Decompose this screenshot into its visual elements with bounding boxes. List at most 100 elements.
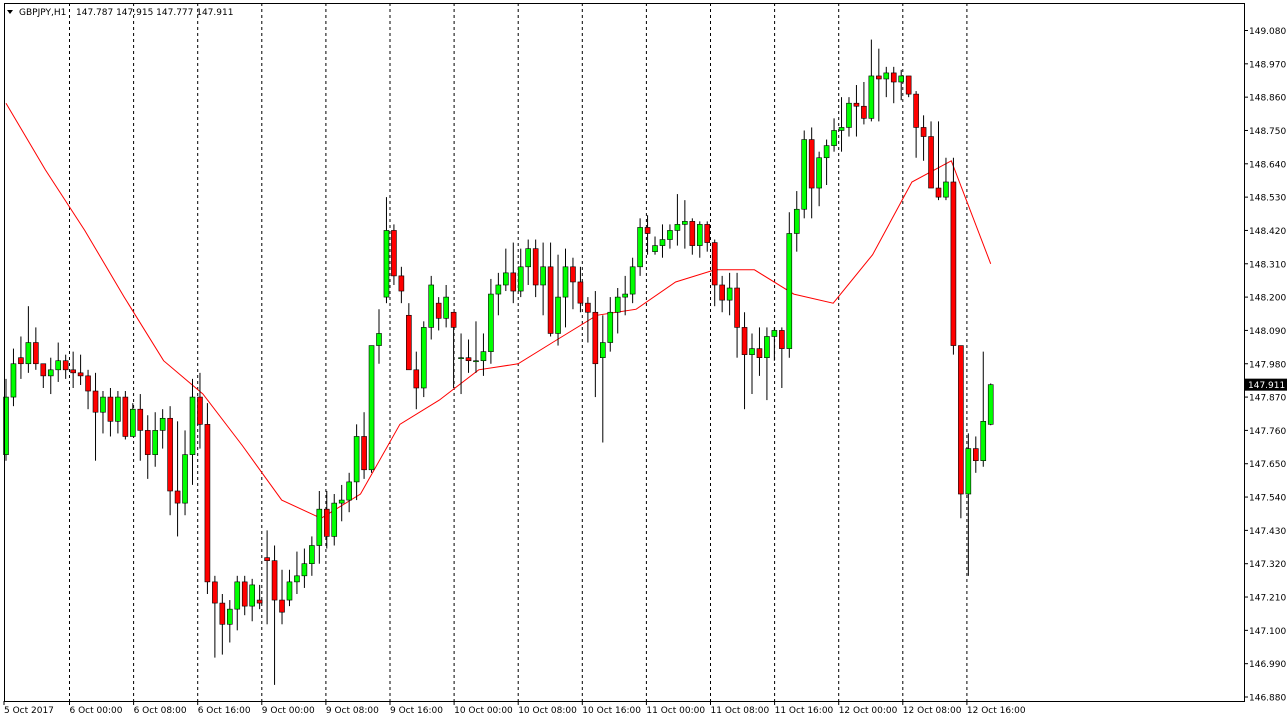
candle-up <box>607 311 614 343</box>
symbol-dropdown-icon[interactable] <box>7 10 13 14</box>
candle-down <box>62 360 69 371</box>
candle-up <box>309 545 315 564</box>
candle-up <box>47 369 54 377</box>
candle-down <box>435 302 442 319</box>
candle-down <box>398 275 405 292</box>
candle-down <box>958 345 964 495</box>
candle-down <box>704 224 711 243</box>
candle-down <box>510 272 517 292</box>
candle-up <box>764 336 770 358</box>
candle-up <box>674 224 681 231</box>
y-tick-label: 147.650 <box>1249 460 1286 470</box>
candle-down <box>890 72 897 83</box>
candle-down <box>808 139 815 189</box>
ma-polyline <box>5 102 992 519</box>
candle-up <box>987 384 994 425</box>
y-tick-label: 148.200 <box>1249 294 1286 304</box>
y-tick-label: 148.530 <box>1249 194 1286 204</box>
candle-down <box>219 602 226 625</box>
candle-down <box>279 599 285 613</box>
candle-up <box>823 145 830 159</box>
candle-up <box>227 608 233 625</box>
candle-up <box>555 296 561 334</box>
price-axis[interactable]: 149.080 148.970 148.860 148.750 148.640 148.5… <box>1244 27 1287 704</box>
candle-up <box>659 239 666 246</box>
candle-up <box>316 508 323 546</box>
candle-down <box>450 311 457 328</box>
x-tick-label: 9 Oct 16:00 <box>390 706 443 716</box>
chart-header: GBPJPY,H1 147.787 147.915 147.777 147.91… <box>7 8 233 18</box>
candle-down <box>532 248 539 286</box>
candle-down <box>197 396 203 425</box>
candle-down <box>928 136 934 189</box>
x-tick-label: 11 Oct 00:00 <box>646 706 705 716</box>
y-tick-label: 148.420 <box>1249 227 1286 237</box>
y-tick-label: 146.880 <box>1249 694 1286 704</box>
candle-up <box>614 296 621 313</box>
candle-down <box>413 369 420 389</box>
candle-down <box>85 375 91 392</box>
current-price-label: 147.911 <box>1248 381 1285 391</box>
x-tick-label: 9 Oct 00:00 <box>262 706 315 716</box>
candle-down <box>18 357 24 365</box>
candle-down <box>256 599 263 604</box>
y-tick-label: 146.990 <box>1249 660 1286 670</box>
y-tick-label: 147.430 <box>1249 527 1286 537</box>
candle-up <box>980 421 987 461</box>
candle-up <box>488 293 494 352</box>
candle-up <box>943 181 949 198</box>
candle-up <box>331 502 338 537</box>
candle-down <box>264 557 270 561</box>
candle-down <box>920 127 927 137</box>
candle-up <box>189 396 196 455</box>
candle-up <box>846 102 852 128</box>
candle-down <box>644 227 651 234</box>
candle-down <box>689 221 696 246</box>
candle-down <box>70 369 76 374</box>
y-tick-label: 147.760 <box>1249 427 1286 437</box>
plot-border <box>4 3 1245 702</box>
candle-down <box>853 102 860 107</box>
moving-average-line <box>5 102 992 519</box>
candle-down <box>271 560 278 601</box>
y-tick-label: 147.870 <box>1249 394 1286 404</box>
candle-up <box>786 233 793 349</box>
candle-down <box>391 230 397 277</box>
candle-up <box>682 221 688 225</box>
x-tick-label: 11 Oct 16:00 <box>775 706 834 716</box>
candle-up <box>130 408 136 437</box>
candle-up <box>629 266 636 295</box>
candle-up <box>562 266 569 298</box>
x-tick-label: 11 Oct 08:00 <box>711 706 770 716</box>
candle-up <box>55 360 62 371</box>
y-tick-label: 148.970 <box>1249 60 1286 70</box>
candle-down <box>861 105 867 119</box>
candle-up <box>898 75 905 83</box>
candle-up <box>838 127 845 131</box>
candle-up <box>495 284 502 295</box>
candle-up <box>234 581 241 610</box>
candle-down <box>323 508 330 537</box>
x-tick-label: 10 Oct 00:00 <box>454 706 513 716</box>
x-tick-label: 9 Oct 08:00 <box>326 706 379 716</box>
candle-up <box>517 266 524 292</box>
candle-up <box>376 333 382 346</box>
ohlc-readout: 147.787 147.915 147.777 147.911 <box>76 8 233 18</box>
candle-up <box>652 245 658 252</box>
candle-down <box>547 266 554 334</box>
candle-up <box>294 575 300 583</box>
candle-up <box>458 357 464 359</box>
candle-down <box>577 281 584 304</box>
x-tick-label: 10 Oct 08:00 <box>518 706 577 716</box>
candle-up <box>540 266 546 286</box>
time-axis[interactable]: 5 Oct 2017 6 Oct 00:00 6 Oct 08:00 6 Oct 16… <box>3 701 1026 716</box>
candle-up <box>159 417 166 431</box>
candle-up <box>301 563 308 577</box>
candle-down <box>711 242 718 286</box>
y-tick-label: 147.100 <box>1249 627 1286 637</box>
candle-up <box>503 272 509 286</box>
y-tick-label: 149.080 <box>1249 27 1286 37</box>
x-tick-label: 6 Oct 16:00 <box>198 706 251 716</box>
y-tick-label: 148.310 <box>1249 260 1286 270</box>
